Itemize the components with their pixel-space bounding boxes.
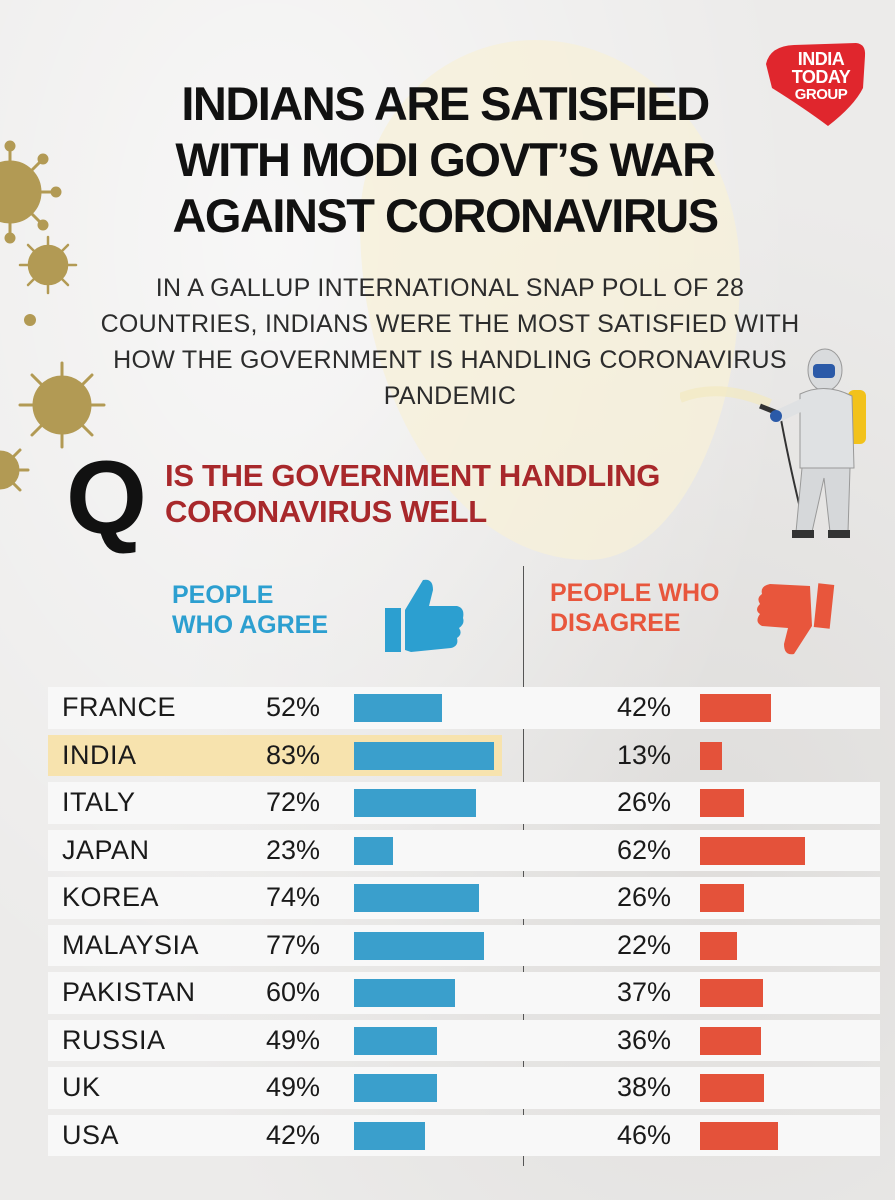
agree-legend-label: PEOPLE WHO AGREE [172, 580, 328, 640]
disagree-value: 22% [617, 929, 672, 960]
disagree-value: 37% [617, 977, 672, 1007]
agree-value: 60% [266, 977, 321, 1007]
table-row: ITALY 72% 26% [48, 779, 880, 827]
agree-bar [354, 836, 393, 865]
sanitizer-worker-icon [680, 348, 866, 538]
logo-line1: INDIA [797, 49, 845, 69]
disagree-bar [700, 884, 744, 912]
logo-line3: GROUP [794, 86, 848, 103]
disagree-bar [700, 789, 744, 817]
virus-icon [18, 235, 78, 295]
virus-icon [18, 361, 106, 449]
country-label: MALAYSIA [62, 929, 200, 960]
country-label: PAKISTAN [62, 977, 196, 1007]
question-text: IS THE GOVERNMENT HANDLING CORONAVIRUS W… [165, 458, 660, 530]
disagree-value: 36% [617, 1024, 672, 1055]
virus-icon [0, 140, 62, 244]
disagree-legend-line2: DISAGREE [550, 609, 681, 637]
country-label: INDIA [62, 739, 137, 770]
table-row: FRANCE 52% 42% [48, 684, 880, 732]
table-row: KOREA 74% 26% [48, 874, 880, 922]
disagree-value: 38% [617, 1072, 672, 1102]
agree-value: 74% [266, 882, 321, 912]
table-row: PAKISTAN 60% 37% [48, 969, 880, 1017]
disagree-bar [700, 1074, 765, 1102]
question-line2: CORONAVIRUS WELL [165, 494, 487, 529]
table-row: MALAYSIA 77% 22% [48, 922, 880, 970]
chart-rows: FRANCE 52% 42% INDIA 83% 13% ITALY 72% 2… [48, 684, 880, 1159]
disagree-value: 26% [617, 882, 672, 912]
table-row: JAPAN 23% 62% [48, 827, 880, 875]
page-subtitle: IN A GALLUP INTERNATIONAL SNAP POLL OF 2… [100, 274, 800, 410]
country-label: RUSSIA [62, 1024, 166, 1055]
agree-value: 42% [266, 1119, 321, 1150]
virus-icon [24, 314, 36, 326]
agree-bar [354, 789, 476, 817]
country-label: FRANCE [62, 692, 177, 722]
logo-text: INDIA TODAY GROUP [778, 50, 864, 104]
virus-icons [0, 140, 106, 492]
disagree-bar [700, 979, 763, 1007]
disagree-bar [700, 931, 738, 960]
table-row: USA 42% 46% [48, 1112, 880, 1160]
logo-shape [766, 43, 866, 126]
agree-bar [354, 931, 485, 960]
table-row: UK 49% 38% [48, 1064, 880, 1112]
page-title: INDIANS ARE SATISFIED WITH MODI GOVT’S W… [172, 77, 719, 242]
agree-value: 83% [266, 739, 321, 770]
country-label: ITALY [62, 787, 136, 817]
country-label: KOREA [62, 882, 160, 912]
agree-value: 52% [266, 692, 321, 722]
disagree-value: 13% [617, 739, 672, 770]
country-label: UK [62, 1072, 101, 1102]
agree-legend-line2: WHO AGREE [172, 611, 329, 639]
disagree-legend-line1: PEOPLE WHO [550, 579, 720, 607]
agree-bar [354, 694, 442, 722]
agree-value: 23% [266, 834, 321, 865]
question-letter: Q [66, 440, 147, 556]
disagree-bar [700, 741, 722, 770]
virus-icon [0, 448, 30, 492]
agree-value: 49% [266, 1072, 321, 1102]
india-today-group-logo [766, 43, 866, 126]
disagree-value: 46% [617, 1119, 672, 1150]
thumbs-down-icon [757, 583, 835, 655]
disagree-legend-label: PEOPLE WHO DISAGREE [550, 578, 719, 638]
agree-bar [354, 1026, 437, 1055]
agree-bar [354, 741, 495, 770]
disagree-value: 42% [617, 692, 672, 722]
agree-bar [354, 1121, 425, 1150]
country-label: USA [62, 1119, 120, 1150]
thumbs-up-icon [385, 579, 464, 652]
table-row-highlighted: INDIA 83% 13% [48, 732, 880, 780]
disagree-bar [700, 1121, 778, 1150]
country-label: JAPAN [62, 834, 150, 865]
disagree-value: 26% [617, 787, 672, 817]
agree-value: 77% [266, 929, 321, 960]
disagree-value: 62% [617, 834, 672, 865]
agree-bar [354, 1074, 437, 1102]
agree-bar [354, 884, 480, 912]
table-row: RUSSIA 49% 36% [48, 1017, 880, 1065]
disagree-bar [700, 694, 771, 722]
disagree-bar [700, 1026, 761, 1055]
question-line1: IS THE GOVERNMENT HANDLING [165, 458, 661, 493]
agree-value: 49% [266, 1024, 321, 1055]
agree-value: 72% [266, 787, 321, 817]
agree-legend-line1: PEOPLE [172, 581, 274, 609]
disagree-bar [700, 836, 805, 865]
agree-bar [354, 979, 456, 1007]
logo-line2: TODAY [791, 67, 851, 87]
